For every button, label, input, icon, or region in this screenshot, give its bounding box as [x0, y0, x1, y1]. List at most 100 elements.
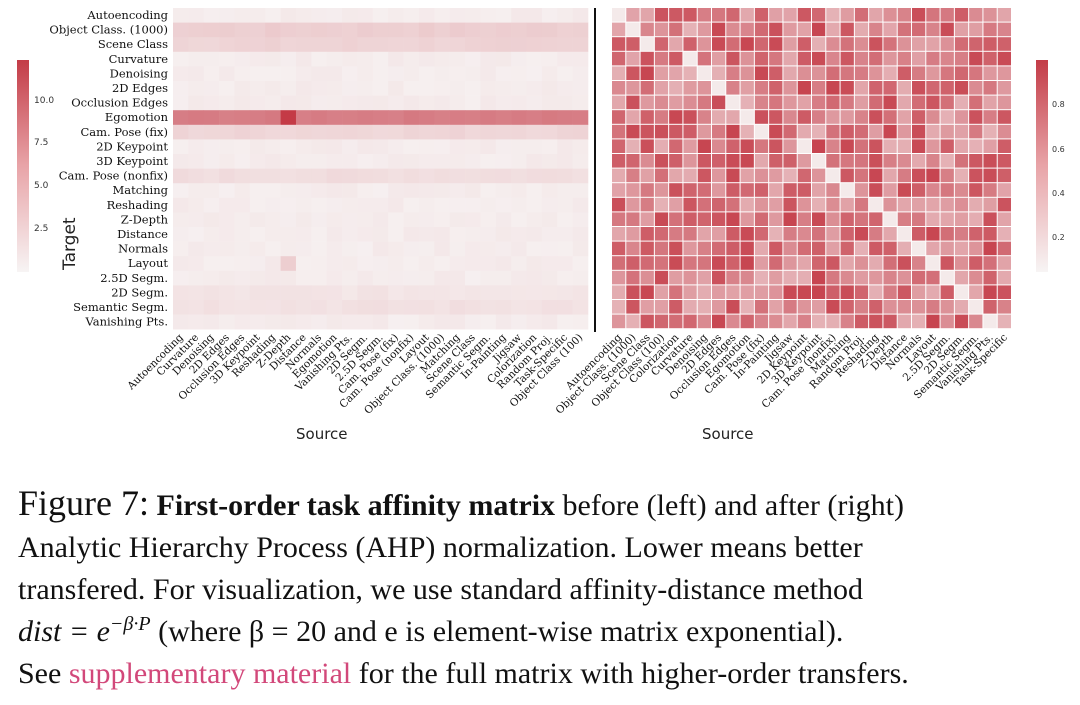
heatmap-cell — [265, 8, 281, 23]
heatmap-cell — [388, 285, 404, 301]
heatmap-cell — [697, 139, 711, 153]
heatmap-cell — [219, 81, 235, 96]
heatmap-cell — [311, 22, 328, 38]
heatmap-cell — [280, 285, 297, 301]
heatmap-cell — [495, 183, 512, 199]
heatmap-cell — [480, 314, 497, 330]
heatmap-cell — [418, 197, 435, 213]
heatmap-cell — [669, 139, 683, 153]
heatmap-cell — [640, 270, 654, 285]
heatmap-cell — [854, 22, 869, 37]
heatmap-cell — [465, 256, 481, 272]
heatmap-cell — [203, 270, 220, 286]
heatmap-cell — [954, 300, 969, 314]
heatmap-cell — [265, 270, 281, 286]
heatmap-cell — [840, 300, 854, 314]
heatmap-cell — [418, 154, 435, 169]
heatmap-cell — [265, 51, 281, 67]
heatmap-cell — [249, 227, 266, 242]
caption-line4: (where β = 20 and e is element-wise matr… — [150, 615, 844, 648]
heatmap-cell — [626, 154, 640, 168]
heatmap-cell — [219, 8, 235, 23]
heatmap-cell — [954, 139, 969, 153]
heatmap-cell — [173, 168, 189, 184]
y-axis-label: Target — [60, 217, 80, 271]
heatmap-cell — [403, 227, 420, 242]
heatmap-cell — [511, 51, 527, 67]
heatmap-cell — [840, 197, 854, 212]
heatmap-cell — [840, 95, 854, 110]
heatmap-cell — [854, 154, 869, 168]
heatmap-cell — [697, 81, 711, 95]
heatmap-cell — [526, 227, 543, 242]
heatmap-cell — [434, 37, 450, 53]
heatmap-cell — [897, 22, 911, 37]
heatmap-cell — [557, 66, 573, 82]
heatmap-cell — [826, 124, 840, 139]
heatmap-cell — [769, 241, 783, 256]
heatmap-cell — [983, 197, 997, 212]
heatmap-cell — [697, 51, 711, 66]
heatmap-cell — [311, 8, 328, 23]
heatmap-cell — [465, 81, 481, 96]
heatmap-cell — [883, 168, 897, 183]
heatmap-cell — [669, 81, 683, 95]
heatmap-cell — [812, 241, 826, 256]
heatmap-cell — [234, 300, 251, 315]
heatmap-cell — [854, 183, 869, 197]
heatmap-cell — [826, 110, 840, 124]
heatmap-cell — [626, 285, 640, 299]
heatmap-cell — [812, 168, 826, 183]
heatmap-cell — [969, 314, 983, 329]
heatmap-cell — [188, 183, 205, 199]
heatmap-cell — [940, 241, 954, 256]
heatmap-cell — [203, 168, 220, 184]
heatmap-cell — [683, 81, 697, 95]
heatmap-cell — [511, 8, 527, 23]
heatmap-cell — [883, 8, 897, 22]
heatmap-cell — [342, 168, 358, 184]
heatmap-cell — [783, 66, 797, 80]
heatmap-cell — [812, 51, 826, 66]
heatmap-cell — [997, 81, 1011, 95]
heatmap-cell — [697, 154, 711, 168]
heatmap-cell — [912, 212, 926, 226]
heatmap-cell — [883, 256, 897, 270]
heatmap-cell — [541, 212, 558, 228]
heatmap-cell — [997, 314, 1011, 329]
heatmap-cell — [434, 183, 450, 199]
heatmap-cell — [557, 227, 573, 242]
heatmap-cell — [449, 168, 466, 184]
heatmap-cell — [683, 256, 697, 270]
heatmap-cell — [869, 241, 883, 256]
heatmap-cell — [897, 110, 911, 124]
heatmap-cell — [280, 51, 297, 67]
heatmap-cell — [912, 256, 926, 270]
heatmap-cell — [683, 300, 697, 314]
supplementary-link[interactable]: supplementary material — [68, 657, 352, 690]
heatmap-cell — [572, 51, 589, 67]
heatmap-cell — [754, 168, 769, 183]
heatmap-cell — [940, 256, 954, 270]
heatmap-cell — [480, 51, 497, 67]
heatmap-cell — [969, 241, 983, 256]
heatmap-cell — [173, 270, 189, 286]
heatmap-cell — [726, 300, 740, 314]
heatmap-cell — [783, 95, 797, 110]
heatmap-cell — [912, 241, 926, 256]
heatmap-cell — [280, 8, 297, 23]
heatmap-cell — [234, 22, 251, 38]
heatmap-cell — [954, 183, 969, 197]
heatmap-cell — [311, 285, 328, 301]
heatmap-cell — [495, 37, 512, 53]
heatmap-cell — [311, 183, 328, 199]
heatmap-cell — [372, 139, 389, 155]
heatmap-cell — [983, 285, 997, 299]
heatmap-cell — [726, 227, 740, 241]
heatmap-cell — [726, 168, 740, 183]
heatmap-cell — [434, 22, 450, 38]
caption-line5a: See — [18, 657, 69, 690]
heatmap-cell — [954, 66, 969, 80]
heatmap-cell — [572, 270, 589, 286]
